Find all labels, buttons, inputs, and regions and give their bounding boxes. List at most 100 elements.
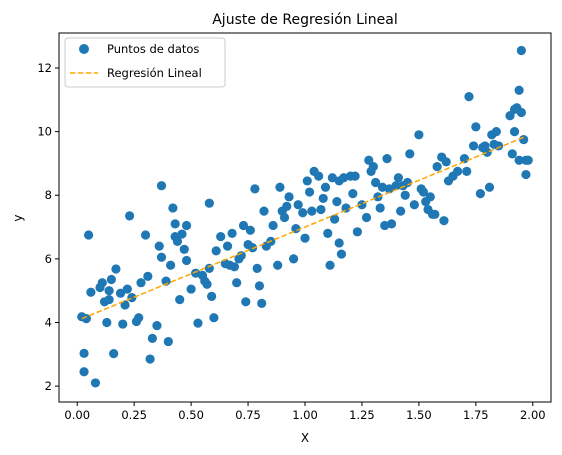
data-point <box>145 354 155 364</box>
data-point <box>177 229 187 239</box>
data-point <box>462 166 472 176</box>
data-point <box>468 141 479 151</box>
data-point <box>314 171 324 181</box>
data-point <box>304 187 315 197</box>
regression-line-group <box>81 135 527 320</box>
x-tick-label: 0.75 <box>235 408 261 422</box>
data-point <box>245 225 255 235</box>
data-point <box>143 271 153 281</box>
data-point <box>238 220 249 231</box>
data-point <box>134 313 144 323</box>
plot-frame <box>58 32 552 403</box>
data-point <box>163 336 173 347</box>
data-point <box>521 169 531 180</box>
data-point <box>273 260 283 270</box>
data-point <box>409 200 419 210</box>
data-point <box>172 236 183 246</box>
data-point <box>475 189 485 199</box>
x-tick-label: 0.50 <box>178 408 204 422</box>
data-point <box>464 92 474 102</box>
data-point <box>453 166 463 176</box>
data-point <box>382 154 392 164</box>
y-tick-label: 12 <box>37 61 52 75</box>
x-tick-label: 0.25 <box>121 408 147 422</box>
data-point <box>166 260 176 270</box>
x-tick-label: 1.75 <box>463 408 489 422</box>
data-point <box>209 313 219 323</box>
data-point <box>252 263 262 273</box>
data-point <box>97 278 107 288</box>
data-point <box>371 177 381 188</box>
data-point <box>279 212 290 223</box>
data-point <box>384 184 394 194</box>
data-point <box>175 294 185 305</box>
data-point <box>516 45 526 56</box>
data-point <box>352 227 362 237</box>
data-point <box>170 219 180 229</box>
data-point <box>282 201 292 211</box>
x-tick-label: 0.00 <box>64 408 90 422</box>
data-point <box>414 130 424 140</box>
y-tick-label: 6 <box>45 252 52 266</box>
data-point <box>122 284 132 294</box>
data-point <box>386 219 397 229</box>
data-point <box>211 246 221 256</box>
data-point <box>491 127 501 137</box>
data-point <box>509 104 520 114</box>
data-point <box>229 262 239 272</box>
data-point <box>484 182 495 192</box>
data-point <box>396 206 406 216</box>
legend-label-points: Puntos de datos <box>107 42 199 56</box>
data-point <box>186 284 196 294</box>
data-point <box>257 298 267 308</box>
data-point <box>90 378 101 388</box>
data-point <box>425 192 435 202</box>
data-point <box>318 193 328 204</box>
data-point <box>204 198 214 208</box>
data-point <box>523 155 533 165</box>
data-point <box>509 127 520 137</box>
data-point <box>79 367 89 377</box>
data-point <box>115 288 126 298</box>
data-point <box>259 206 269 216</box>
data-point <box>84 230 94 240</box>
data-point <box>193 318 203 328</box>
scatter-points <box>77 45 533 388</box>
data-point <box>118 319 128 329</box>
data-point <box>494 141 504 151</box>
data-point <box>400 190 410 200</box>
chart-title: Ajuste de Regresión Lineal <box>212 12 398 28</box>
data-point <box>368 162 378 172</box>
data-point <box>302 176 312 186</box>
data-point <box>300 233 310 243</box>
data-point <box>519 134 529 145</box>
data-point <box>307 206 317 216</box>
data-point <box>361 212 372 223</box>
x-axis-label: X <box>301 431 309 445</box>
y-tick-label: 4 <box>45 315 52 329</box>
data-point <box>127 293 137 303</box>
data-point <box>330 214 340 224</box>
legend-box <box>64 37 226 88</box>
data-point <box>222 241 233 251</box>
data-point <box>514 85 524 95</box>
data-point <box>298 208 308 218</box>
data-point <box>147 333 157 343</box>
data-point <box>516 107 526 118</box>
data-point <box>507 149 517 159</box>
data-point <box>514 155 524 165</box>
data-point <box>341 203 351 213</box>
data-point <box>109 349 119 359</box>
data-point <box>334 238 344 248</box>
data-point <box>316 204 326 215</box>
data-point <box>327 173 337 183</box>
data-point <box>241 297 251 307</box>
data-point <box>482 147 492 157</box>
regression-line <box>81 135 527 320</box>
data-point <box>250 184 260 194</box>
y-axis-label: y <box>11 214 25 221</box>
data-point <box>505 111 515 121</box>
data-point <box>227 228 237 239</box>
x-tick-label: 1.00 <box>292 408 318 422</box>
data-point <box>152 321 162 331</box>
